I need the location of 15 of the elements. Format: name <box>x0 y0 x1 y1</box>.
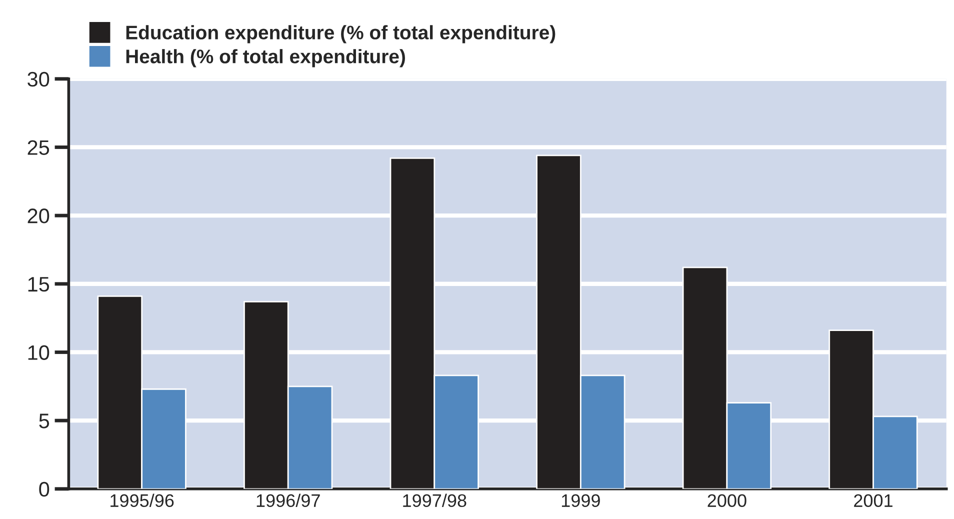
y-tick-label: 10 <box>28 345 50 360</box>
x-tick-label: 1996/97 <box>256 494 320 508</box>
x-tick-label: 1995/96 <box>110 494 174 508</box>
y-tick-label: 5 <box>39 414 50 428</box>
x-tick-label: 2001 <box>854 494 892 508</box>
y-tick-label: 25 <box>28 140 50 155</box>
x-tick-label: 1997/98 <box>403 494 466 508</box>
y-tick-label: 15 <box>28 277 50 292</box>
y-tick-label: 20 <box>28 208 50 224</box>
legend-label: Health (% of total expenditure) <box>126 49 405 68</box>
y-tick-label: 0 <box>39 482 50 497</box>
y-tick-label: 30 <box>28 72 50 87</box>
legend-label: Education expenditure (% of total expenditure) <box>126 25 556 44</box>
x-tick-label: 1999 <box>562 494 600 508</box>
x-tick-label: 2000 <box>708 494 746 508</box>
